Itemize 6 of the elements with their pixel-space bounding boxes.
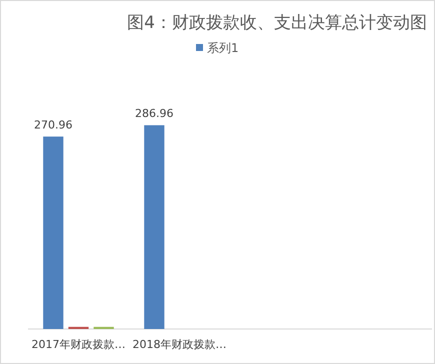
x-tick-label: 2017年财政拨款…	[32, 338, 126, 351]
data-label: 270.96	[34, 118, 72, 132]
data-label: 286.96	[135, 107, 174, 120]
legend-label: 系列1	[207, 41, 239, 55]
chart-title: 图4：财政拨款收、支出决算总计变动图	[127, 13, 427, 33]
x-tick-label: 2018年财政拨款…	[132, 338, 226, 351]
